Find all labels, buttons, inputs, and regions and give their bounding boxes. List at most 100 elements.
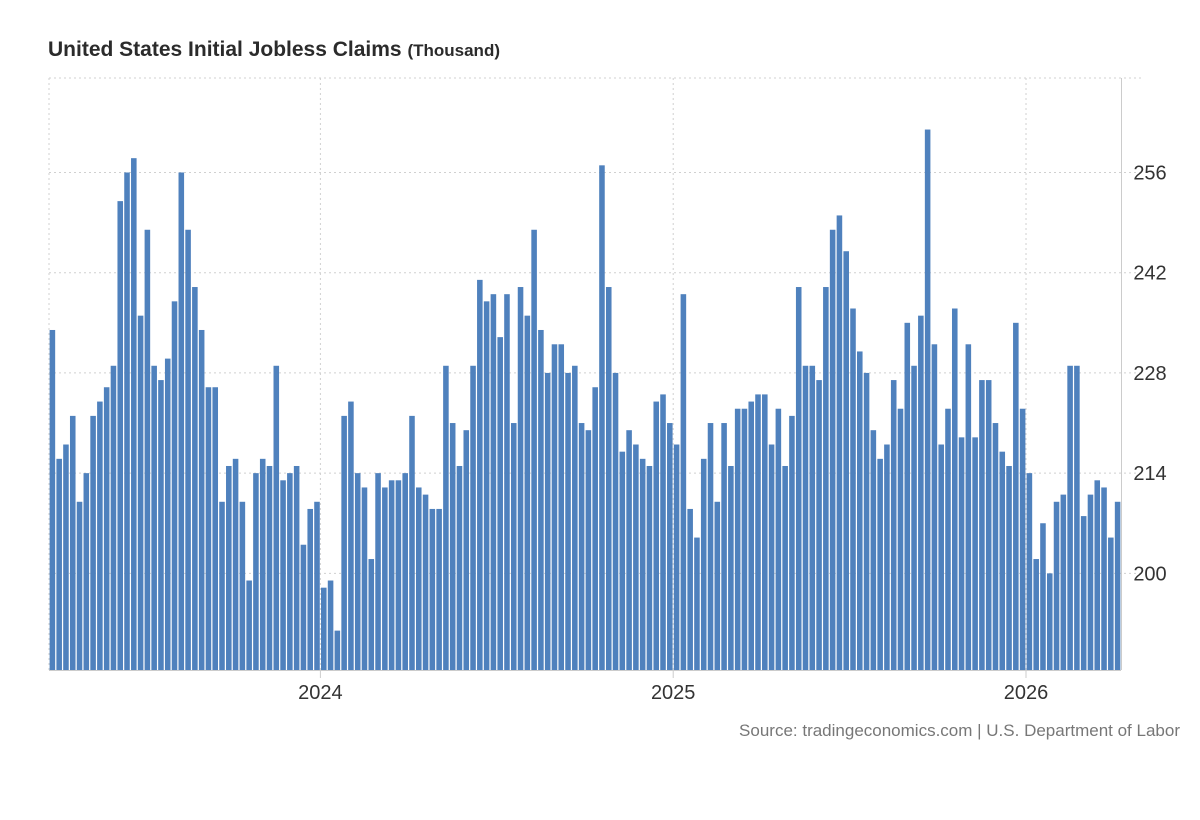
bar[interactable] (449, 423, 456, 670)
bar[interactable] (1040, 523, 1046, 670)
bar[interactable] (531, 229, 537, 670)
bar[interactable] (809, 365, 816, 670)
bar[interactable] (653, 401, 660, 670)
bar[interactable] (239, 501, 246, 670)
bar[interactable] (857, 351, 863, 670)
bar[interactable] (897, 408, 904, 670)
bar[interactable] (734, 408, 741, 670)
bar[interactable] (219, 501, 225, 670)
bar[interactable] (775, 408, 782, 670)
bar[interactable] (938, 444, 944, 670)
bar[interactable] (382, 487, 388, 670)
bar[interactable] (755, 394, 761, 670)
bar[interactable] (76, 501, 83, 670)
bar[interactable] (253, 473, 259, 670)
bar[interactable] (483, 301, 490, 670)
bar[interactable] (436, 508, 442, 670)
bar[interactable] (178, 172, 185, 671)
bar[interactable] (911, 365, 917, 670)
bar[interactable] (612, 372, 619, 670)
bar[interactable] (1080, 516, 1087, 670)
bar[interactable] (619, 451, 626, 670)
bar[interactable] (280, 480, 286, 670)
bar[interactable] (259, 458, 266, 670)
bar[interactable] (307, 508, 313, 670)
bar[interactable] (69, 415, 76, 670)
bar[interactable] (226, 465, 232, 670)
bar[interactable] (361, 487, 368, 670)
bar[interactable] (171, 301, 178, 670)
bar[interactable] (63, 444, 69, 670)
bar[interactable] (884, 444, 890, 670)
bar[interactable] (192, 287, 198, 670)
bar[interactable] (334, 630, 341, 670)
bar[interactable] (633, 444, 639, 670)
bar[interactable] (321, 587, 327, 670)
bar[interactable] (768, 444, 775, 670)
bar[interactable] (137, 315, 144, 670)
bar[interactable] (375, 473, 381, 670)
bar[interactable] (714, 501, 721, 670)
bar[interactable] (850, 308, 856, 671)
bar[interactable] (965, 344, 972, 670)
bar[interactable] (565, 372, 571, 670)
bar[interactable] (497, 337, 503, 670)
bar[interactable] (544, 372, 551, 670)
bar[interactable] (958, 437, 965, 670)
bar[interactable] (646, 465, 653, 670)
bar[interactable] (789, 415, 795, 670)
bar[interactable] (395, 480, 402, 670)
bar[interactable] (198, 329, 205, 670)
bar[interactable] (1053, 501, 1060, 670)
bar[interactable] (673, 444, 680, 670)
bar[interactable] (110, 365, 117, 670)
bar[interactable] (728, 465, 734, 670)
bar[interactable] (1033, 559, 1039, 670)
bar[interactable] (524, 315, 531, 670)
bar[interactable] (823, 287, 829, 670)
bar[interactable] (1046, 573, 1053, 670)
bar[interactable] (945, 408, 951, 670)
bar[interactable] (517, 287, 524, 670)
bar[interactable] (890, 380, 897, 670)
bar[interactable] (327, 580, 334, 670)
bar[interactable] (273, 365, 280, 670)
bar[interactable] (795, 287, 802, 670)
bar[interactable] (463, 430, 470, 670)
bar[interactable] (721, 423, 727, 670)
bar[interactable] (97, 401, 103, 670)
bar[interactable] (836, 215, 843, 670)
bar[interactable] (1094, 480, 1101, 670)
bar[interactable] (816, 380, 822, 670)
bar[interactable] (470, 365, 476, 670)
bar[interactable] (985, 380, 992, 670)
bar[interactable] (1013, 322, 1019, 670)
bar[interactable] (700, 458, 707, 670)
bar[interactable] (748, 401, 755, 670)
bar[interactable] (863, 372, 870, 670)
bar[interactable] (388, 480, 395, 670)
bar[interactable] (90, 415, 96, 670)
bar[interactable] (782, 465, 788, 670)
bar[interactable] (870, 430, 877, 670)
bar[interactable] (1087, 494, 1094, 670)
bar[interactable] (1101, 487, 1107, 670)
bar[interactable] (368, 559, 375, 670)
bar[interactable] (131, 158, 137, 671)
bar[interactable] (572, 365, 578, 670)
bar[interactable] (680, 294, 687, 670)
bar[interactable] (599, 165, 605, 670)
bar[interactable] (49, 329, 56, 670)
bar[interactable] (56, 458, 62, 670)
bar[interactable] (877, 458, 883, 670)
bar[interactable] (992, 423, 999, 670)
bar[interactable] (415, 487, 422, 670)
bar[interactable] (924, 129, 931, 671)
bar[interactable] (510, 423, 517, 670)
bar[interactable] (164, 358, 171, 670)
bar[interactable] (931, 344, 938, 670)
bar[interactable] (626, 430, 632, 670)
bar[interactable] (802, 365, 809, 670)
bar[interactable] (538, 329, 544, 670)
bar[interactable] (1019, 408, 1026, 670)
